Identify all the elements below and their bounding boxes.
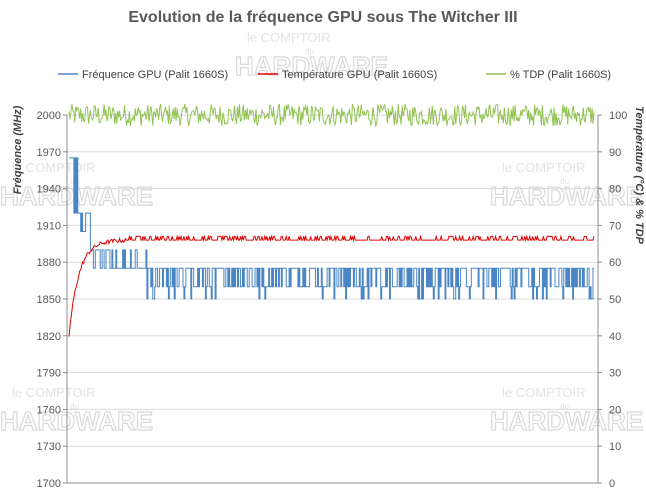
y2-tick-label: 80 xyxy=(609,184,621,196)
y2-tick-label: 30 xyxy=(609,368,621,380)
y-tick-label: 1790 xyxy=(37,368,61,380)
watermark-top: le COMPTOIR du HARDWARE xyxy=(234,30,388,82)
legend: Fréquence GPU (Palit 1660S) Température … xyxy=(58,69,611,81)
watermark-line1: le COMPTOIR xyxy=(502,385,586,400)
y2-tick-label: 10 xyxy=(609,441,621,453)
y-tick-label: 1910 xyxy=(37,220,61,232)
watermark-line3: HARDWARE xyxy=(490,181,643,211)
y2-axis-title: Température (°C) & % TDP xyxy=(633,106,645,245)
series-line-temperature xyxy=(68,234,595,337)
watermark-line2: du xyxy=(305,47,314,56)
legend-label-temperature: Température GPU (Palit 1660S) xyxy=(282,69,437,81)
y2-tick-label: 90 xyxy=(609,147,621,159)
y2-axis-ticks: 0 10 20 30 40 50 60 70 80 90 100 xyxy=(598,110,627,490)
y-tick-label: 2000 xyxy=(37,110,61,122)
series-line-frequency xyxy=(69,157,594,300)
watermark-line1: le COMPTOIR xyxy=(12,160,96,175)
y2-tick-label: 70 xyxy=(609,220,621,232)
y2-tick-label: 20 xyxy=(609,404,621,416)
watermark-line2: du xyxy=(560,177,569,186)
y-tick-label: 1820 xyxy=(37,331,61,343)
watermark-line2: du xyxy=(70,402,79,411)
series-layer xyxy=(68,103,595,337)
chart-title: Evolution de la fréquence GPU sous The W… xyxy=(128,9,517,26)
y-axis-ticks: 1700 1730 1760 1790 1820 1850 1880 1910 1940 1970… xyxy=(37,110,67,490)
watermark-line2: du xyxy=(560,402,569,411)
y-tick-label: 1940 xyxy=(37,184,61,196)
legend-label-frequency: Fréquence GPU (Palit 1660S) xyxy=(82,69,228,81)
y-tick-label: 1880 xyxy=(37,257,61,269)
y2-tick-label: 50 xyxy=(609,294,621,306)
legend-item-temperature: Température GPU (Palit 1660S) xyxy=(258,69,437,81)
watermark-right-bottom: le COMPTOIR du HARDWARE xyxy=(489,385,643,437)
axes xyxy=(66,115,599,484)
watermark-line3: HARDWARE xyxy=(0,406,153,436)
y-axis-title: Fréquence (MHz) xyxy=(12,105,24,194)
watermark-line1: le COMPTOIR xyxy=(12,385,96,400)
watermark-left-bottom: le COMPTOIR du HARDWARE xyxy=(0,385,154,437)
watermark-right-top: le COMPTOIR du HARDWARE xyxy=(489,160,643,212)
legend-item-tdp: % TDP (Palit 1660S) xyxy=(486,69,611,81)
y2-tick-label: 0 xyxy=(609,478,615,490)
y-tick-label: 1850 xyxy=(37,294,61,306)
y-tick-label: 1760 xyxy=(37,404,61,416)
y2-tick-label: 40 xyxy=(609,331,621,343)
watermark-line1: le COMPTOIR xyxy=(502,160,586,175)
watermark-line3: HARDWARE xyxy=(235,51,388,81)
y2-tick-label: 60 xyxy=(609,257,621,269)
watermark-layer: le COMPTOIR du HARDWARE le COMPTOIR du H… xyxy=(0,30,644,437)
y2-tick-label: 100 xyxy=(609,110,627,122)
y-tick-label: 1730 xyxy=(37,441,61,453)
watermark-line3: HARDWARE xyxy=(490,406,643,436)
watermark-line1: le COMPTOIR xyxy=(247,30,331,45)
y-tick-label: 1700 xyxy=(37,478,61,490)
legend-label-tdp: % TDP (Palit 1660S) xyxy=(510,69,611,81)
legend-item-frequency: Fréquence GPU (Palit 1660S) xyxy=(58,69,228,81)
series-line-tdp xyxy=(68,103,595,128)
y-tick-label: 1970 xyxy=(37,147,61,159)
